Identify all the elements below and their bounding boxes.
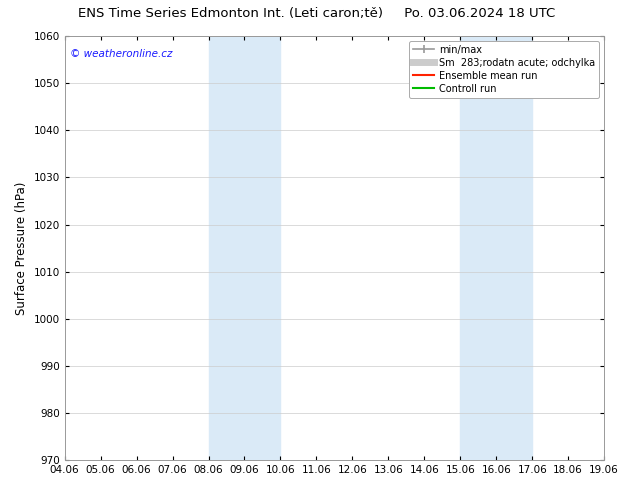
Bar: [209, 36, 280, 460]
Text: © weatheronline.cz: © weatheronline.cz: [70, 49, 172, 59]
Bar: [460, 36, 532, 460]
Y-axis label: Surface Pressure (hPa): Surface Pressure (hPa): [15, 181, 28, 315]
Legend: min/max, Sm  283;rodatn acute; odchylka, Ensemble mean run, Controll run: min/max, Sm 283;rodatn acute; odchylka, …: [409, 41, 599, 98]
Text: ENS Time Series Edmonton Int. (Leti caron;tě)     Po. 03.06.2024 18 UTC: ENS Time Series Edmonton Int. (Leti caro…: [79, 7, 555, 21]
